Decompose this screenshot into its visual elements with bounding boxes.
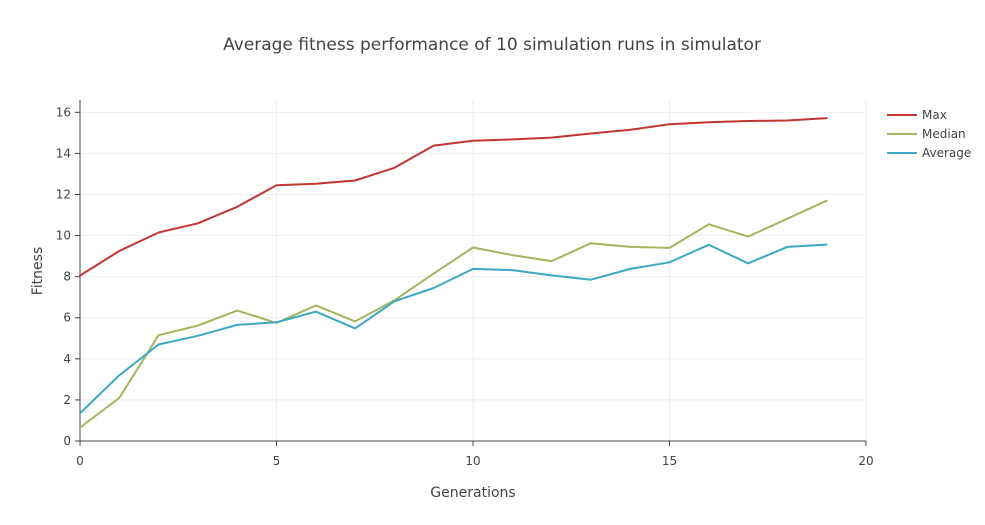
series-layer: [79, 117, 828, 429]
legend-label: Median: [922, 127, 966, 141]
axis-layer: 0 5 10 15 20 0 2 4 6 8 10 12 14 16: [56, 100, 874, 468]
y-tick-label: 2: [63, 393, 71, 407]
y-tick-label: 0: [63, 434, 71, 448]
x-tick-label: 10: [465, 454, 480, 468]
x-tick-label: 20: [858, 454, 873, 468]
y-axis-label: Fitness: [30, 247, 46, 296]
x-tick-label: 15: [662, 454, 677, 468]
series-line-max: [79, 117, 828, 277]
y-tick-label: 8: [63, 270, 71, 284]
x-tick-label: 5: [273, 454, 281, 468]
legend-label: Average: [922, 146, 971, 160]
y-tick-label: 12: [56, 187, 71, 201]
x-axis-label: Generations: [430, 485, 515, 501]
y-tick-label: 4: [63, 352, 71, 366]
y-tick-label: 14: [56, 146, 71, 160]
series-line-average: [79, 243, 828, 415]
legend-item-max[interactable]: Max: [887, 108, 947, 122]
legend-label: Max: [922, 108, 947, 122]
series-line-median: [79, 199, 828, 429]
y-tick-label: 10: [56, 229, 71, 243]
x-tick-label: 0: [76, 454, 84, 468]
y-tick-label: 6: [63, 311, 71, 325]
legend-item-average[interactable]: Average: [887, 146, 971, 160]
grid-layer: [80, 100, 867, 441]
legend: Max Median Average: [887, 108, 971, 160]
y-tick-label: 16: [56, 105, 71, 119]
chart-title: Average fitness performance of 10 simula…: [223, 35, 761, 55]
legend-item-median[interactable]: Median: [887, 127, 966, 141]
